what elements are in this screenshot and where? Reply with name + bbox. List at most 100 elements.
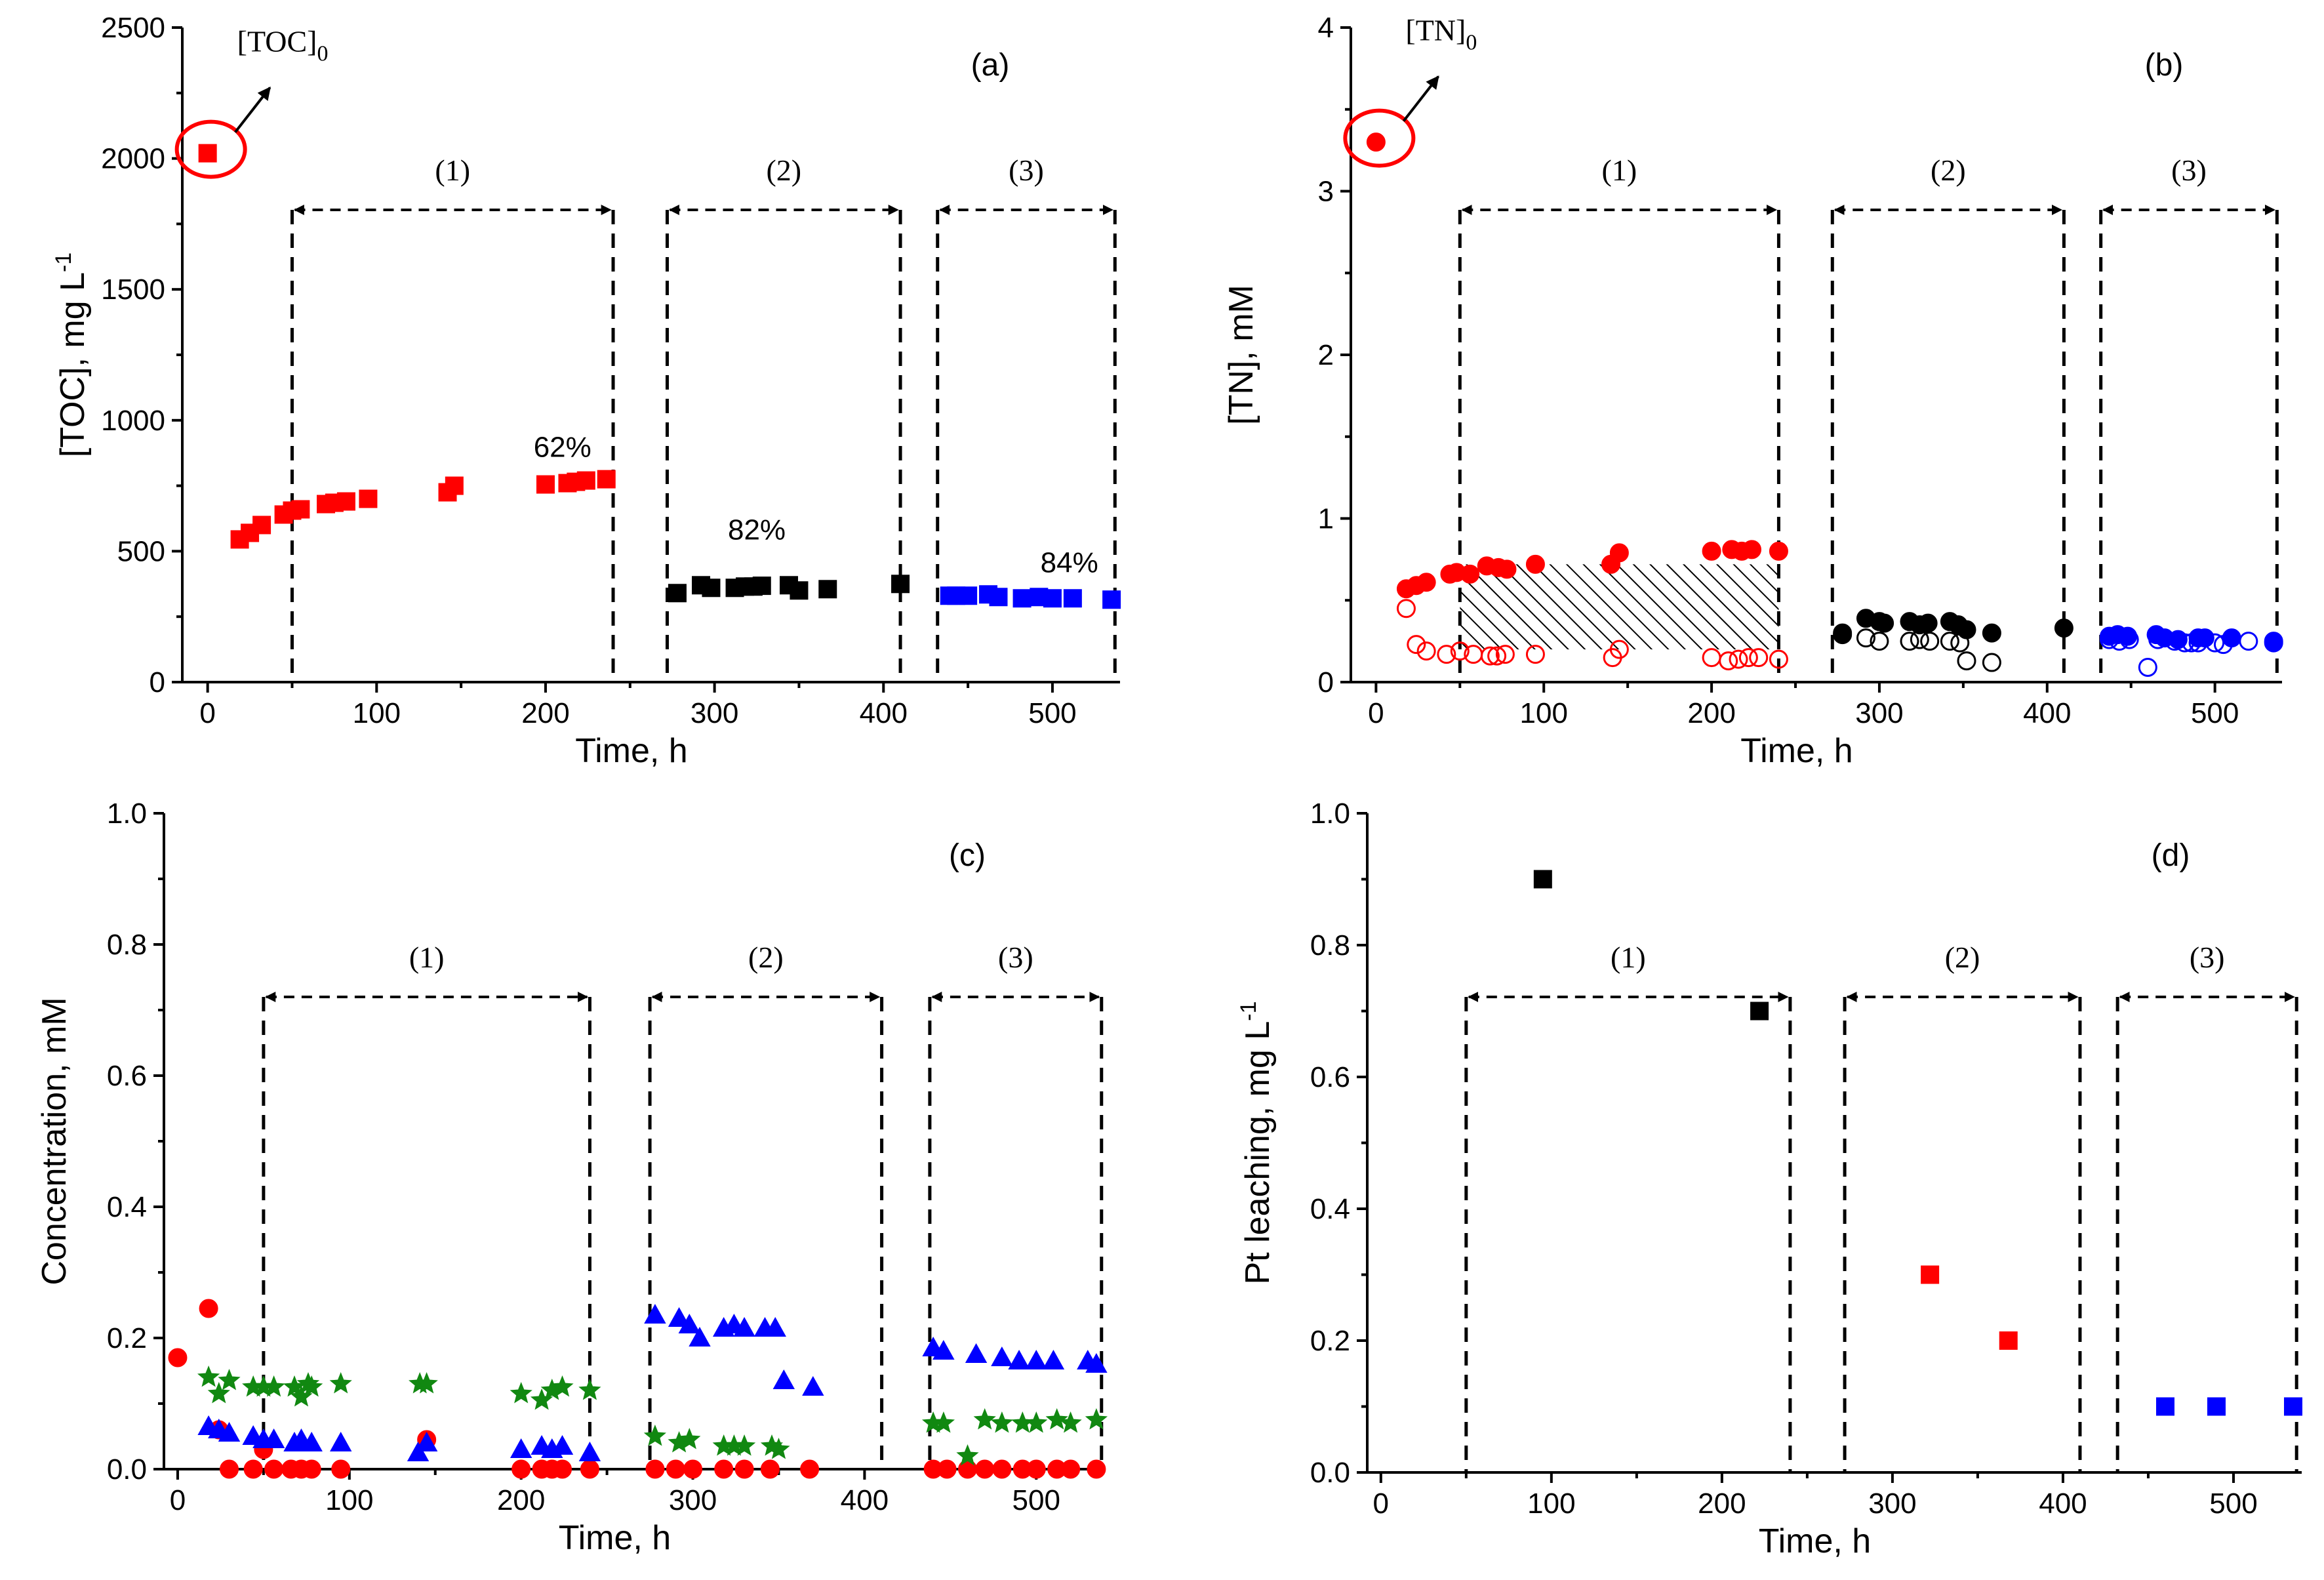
y-tick-label: 1.0 [1310,798,1350,830]
data-point [253,516,270,533]
panel-label: (d) [2152,838,2190,873]
data-point [1983,624,2000,641]
data-point [2000,1332,2017,1349]
data-point [1028,1461,1045,1478]
y-tick-label: 0.4 [1310,1193,1350,1225]
data-point [645,1426,665,1445]
data-point [302,1377,321,1396]
data-point [1983,654,2000,671]
data-point [1043,1351,1063,1369]
data-point [1921,633,1938,650]
data-point [1397,600,1414,617]
period-label: (2) [748,941,784,974]
period-label: (3) [998,941,1033,974]
percent-annotation: 62% [534,432,591,464]
x-axis-title: Time, h [559,1519,671,1557]
initial-arrow [235,88,270,132]
panel-d: 0 100 200 300 400 5000.00.20.40.60.81.0Time, … [1236,798,2302,1560]
x-tick-label: 0 [1373,1488,1389,1520]
data-point [200,1300,217,1317]
data-point [1703,542,1720,559]
y-tick-label: 2000 [101,143,165,175]
data-point [1534,871,1552,888]
data-point [1770,542,1787,559]
data-point [2208,1398,2225,1415]
panel-label: (b) [2145,48,2184,83]
data-point [338,493,355,510]
y-tick-label: 0.8 [107,929,147,961]
x-tick-label: 500 [2191,697,2239,729]
initial-label: [TOC]0 [237,25,329,66]
data-point [169,1349,186,1366]
data-point [1703,649,1720,666]
period-label: (1) [435,153,470,187]
x-tick-label: 300 [1855,697,1903,729]
data-point [1418,574,1435,591]
x-axis-title: Time, h [575,732,687,770]
data-point [1014,590,1031,607]
panel-c: 0 100 200 300 400 5000.00.20.40.60.81.0Time, … [35,798,1106,1557]
x-axis-title: Time, h [1740,732,1853,770]
panel-label: (c) [949,838,986,873]
y-tick-label: 1.0 [107,798,147,830]
series-period-1 [231,471,615,548]
data-point [537,476,554,493]
data-point [1044,590,1061,607]
series-period-3-open [2100,631,2282,676]
data-point [1527,556,1544,573]
data-point [892,575,909,592]
x-tick-label: 500 [2209,1488,2257,1520]
data-point [359,491,376,508]
period-label: (1) [1602,153,1637,187]
y-tick-label: 3 [1318,176,1334,208]
data-point [219,1370,239,1389]
series-period-2 [1921,1266,2017,1350]
y-axis-title: [TOC], mg L-1 [51,253,92,457]
period-label: (2) [766,153,801,187]
data-point [774,1371,793,1388]
data-point [801,1461,818,1478]
y-tick-label: 0.6 [107,1060,147,1092]
data-point [992,1413,1012,1432]
x-tick-label: 200 [497,1484,545,1516]
initial-label: [TN]0 [1405,14,1477,55]
data-point [2285,1398,2302,1415]
data-point [1064,590,1081,607]
data-point [332,1461,350,1478]
data-point [993,1461,1011,1478]
period-label: (1) [409,941,445,974]
y-tick-label: 1000 [101,405,165,437]
data-point [331,1433,351,1451]
data-point [702,579,719,596]
data-point [580,1443,599,1461]
data-point [967,1345,986,1362]
x-tick-label: 200 [521,697,569,729]
x-tick-label: 500 [1012,1484,1060,1516]
y-tick-label: 1 [1318,503,1334,535]
y-axis-title: Concentration, mM [35,997,73,1285]
data-point [554,1461,571,1478]
x-tick-label: 0 [199,697,215,729]
x-tick-label: 400 [860,697,908,729]
data-point [511,1440,531,1457]
data-point [736,1461,753,1478]
x-tick-label: 400 [841,1484,889,1516]
x-tick-label: 400 [2039,1488,2087,1520]
data-point [1611,544,1628,561]
period-label: (3) [1009,153,1044,187]
series-period-3 [941,586,1120,608]
x-tick-label: 100 [353,697,401,729]
y-axis-title: Pt leaching, mg L-1 [1236,1001,1277,1284]
data-point [667,1461,684,1478]
data-point [992,1348,1012,1366]
data-point [513,1461,530,1478]
data-point [647,1461,664,1478]
y-tick-label: 0 [150,666,165,699]
data-point [819,580,836,598]
y-tick-label: 0.0 [107,1453,147,1486]
x-tick-label: 200 [1687,697,1735,729]
panel-b: 0 100 200 300 400 50001234Time, h[TN], mM(b)(… [1222,12,2282,770]
data-point [1751,1003,1768,1020]
initial-point [199,145,216,162]
data-point [685,1461,702,1478]
